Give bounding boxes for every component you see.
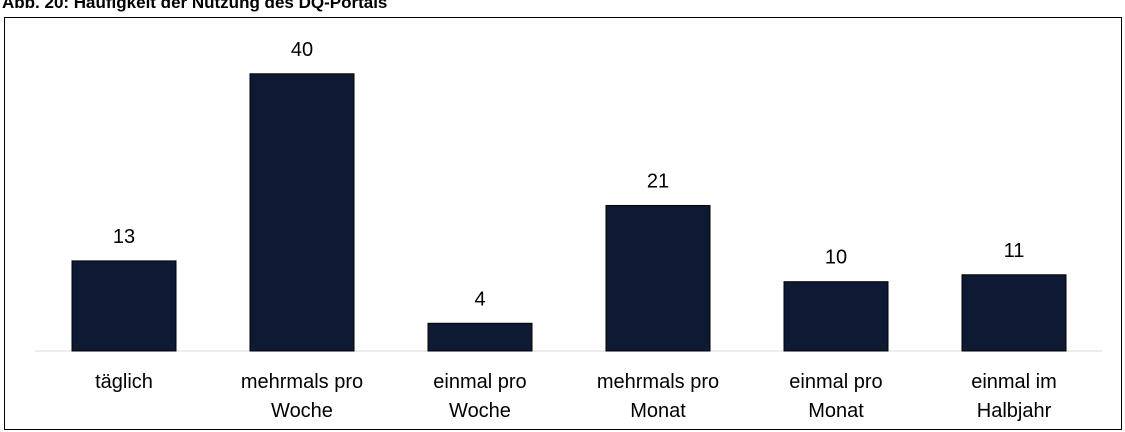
category-tick-label: Monat: [630, 400, 686, 422]
bar: [605, 204, 711, 352]
bar-value-label: 40: [291, 39, 313, 61]
bar: [249, 73, 355, 352]
bar: [71, 260, 177, 352]
bar-value-label: 4: [474, 288, 485, 310]
category-tick-label: Woche: [271, 400, 333, 422]
category-tick-label: Monat: [808, 400, 864, 422]
chart-frame: [4, 17, 1122, 430]
chart-title: Abb. 20: Häufigkeit der Nutzung des DQ-P…: [2, 0, 388, 12]
category-tick-label: einmal im: [971, 371, 1057, 393]
category-tick-label: mehrmals pro: [241, 371, 363, 393]
category-tick-label: täglich: [95, 371, 153, 393]
category-tick-label: einmal pro: [433, 371, 526, 393]
bar-value-label: 21: [647, 170, 669, 192]
bar: [783, 281, 889, 352]
category-tick-label: mehrmals pro: [597, 371, 719, 393]
category-tick-label: Woche: [449, 400, 511, 422]
category-tick-label: einmal pro: [789, 371, 882, 393]
bar-value-label: 11: [1004, 240, 1025, 262]
bar: [961, 274, 1067, 352]
bar: [427, 322, 533, 352]
category-tick-label: Halbjahr: [977, 400, 1052, 422]
bar-value-label: 10: [825, 247, 847, 269]
bar-value-label: 13: [113, 226, 135, 248]
